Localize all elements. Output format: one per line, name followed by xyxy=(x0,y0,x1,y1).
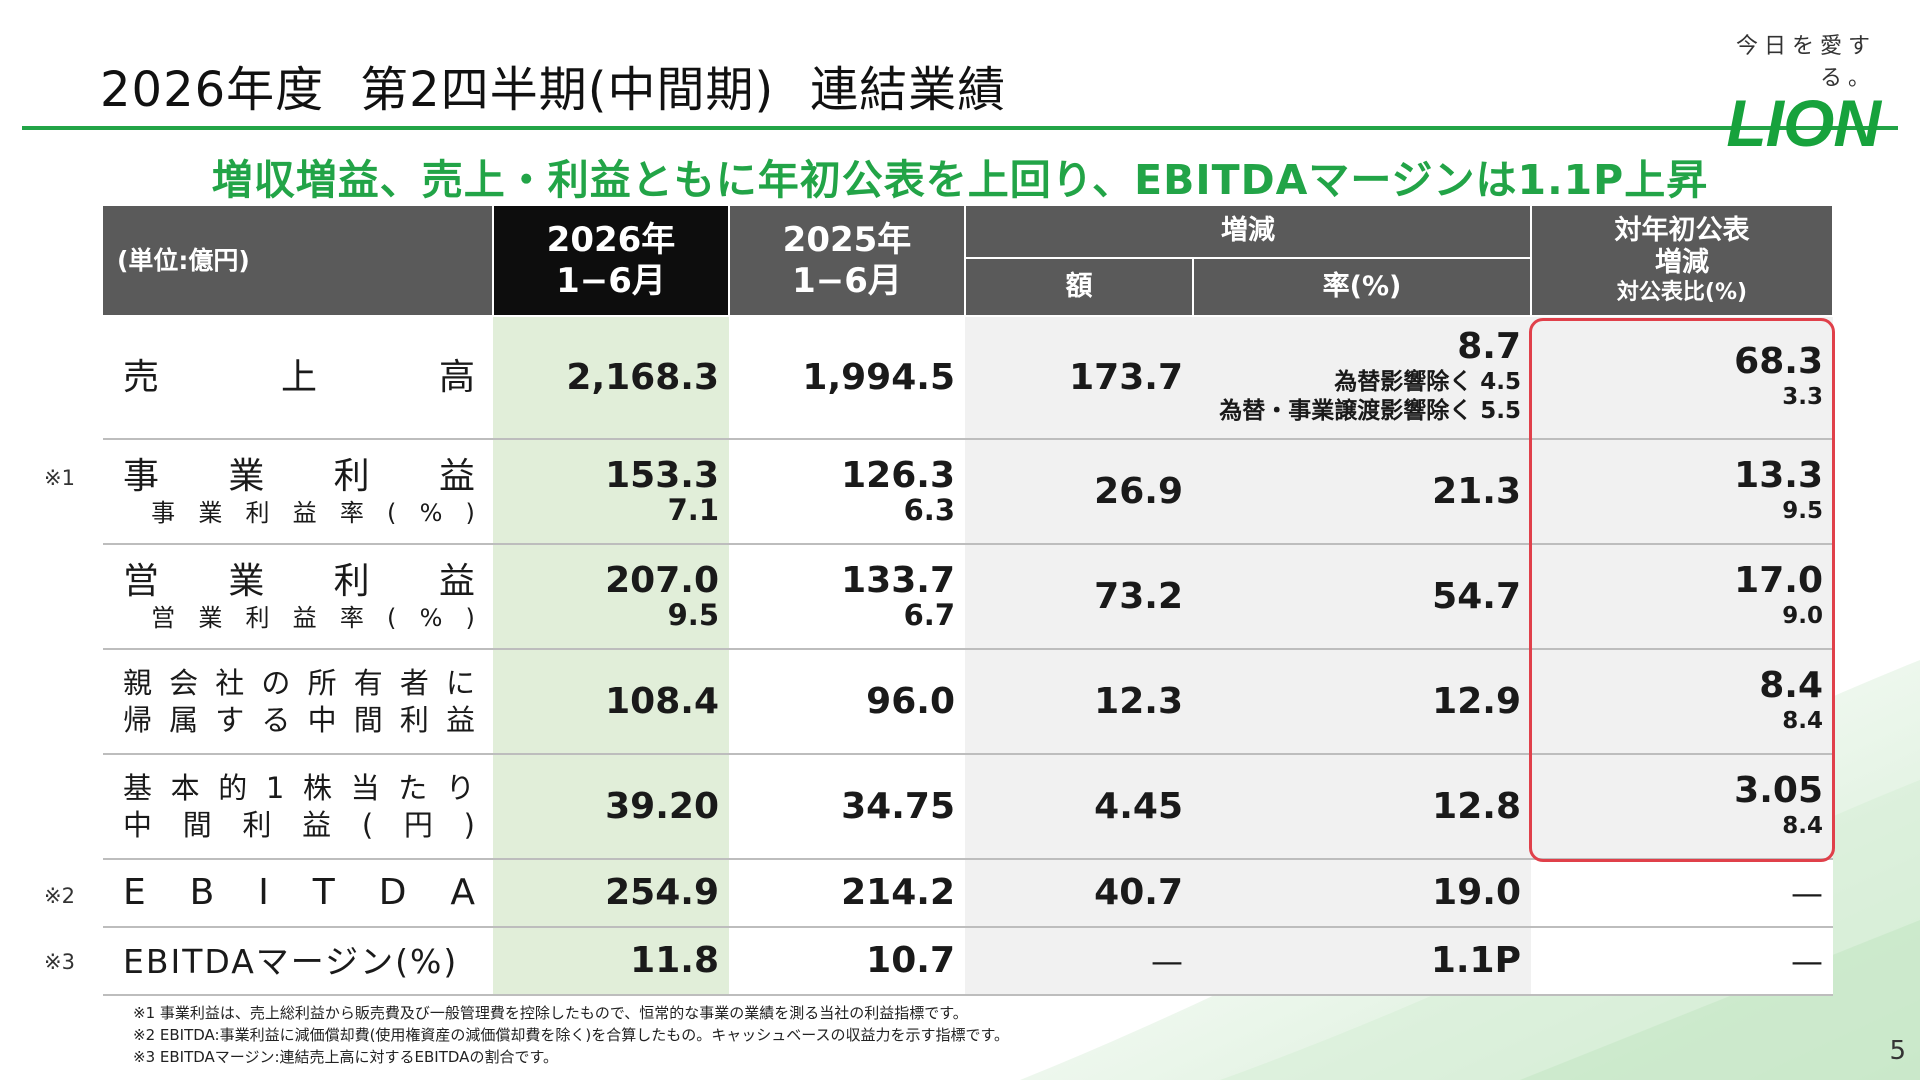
net-income-vs-plan: 8.4 8.4 xyxy=(1531,649,1833,755)
ebitda-vs-plan: — xyxy=(1531,859,1833,928)
footnote-marker-2: ※2 xyxy=(44,884,75,908)
sales-diff: 173.7 xyxy=(965,316,1193,440)
col-header-diff-rate: 率(%) xyxy=(1193,258,1532,317)
business-profit-2026: 153.3 7.1 xyxy=(493,439,729,545)
eps-diff: 4.45 xyxy=(965,754,1193,860)
table-row-sales: 売上高 2,168.3 1,994.5 173.7 8.7 為替影響除く 4.5… xyxy=(103,316,1833,440)
ebitda-margin-diff: — xyxy=(965,927,1193,996)
eps-2025: 34.75 xyxy=(729,754,965,860)
table-row-ebitda-margin: EBITDAマージン(%) 11.8 10.7 — 1.1P — xyxy=(103,927,1833,996)
sales-2026: 2,168.3 xyxy=(493,316,729,440)
unit-header: (単位:億円) xyxy=(103,206,494,317)
footnotes: ※1 事業利益は、売上総利益から販売費及び一般管理費を控除したもので、恒常的な事… xyxy=(133,1002,1009,1068)
footnote-1: ※1 事業利益は、売上総利益から販売費及び一般管理費を控除したもので、恒常的な事… xyxy=(133,1004,968,1022)
row-label-net-income: 親会社の所有者に 帰属する中間利益 xyxy=(103,649,493,755)
footnote-3: ※3 EBITDAマージン:連結売上高に対するEBITDAの割合です。 xyxy=(133,1048,558,1066)
row-label-business-profit: 事業利益 事業利益率(%) xyxy=(103,439,493,545)
logo-wordmark: LION xyxy=(1726,86,1881,160)
ebitda-margin-rate: 1.1P xyxy=(1193,927,1531,996)
ebitda-2026: 254.9 xyxy=(493,859,729,928)
page-title: 2026年度 第2四半期(中間期) 連結業績 xyxy=(100,50,1006,120)
ebitda-margin-2026: 11.8 xyxy=(493,927,729,996)
col-header-diff: 増減 xyxy=(965,206,1532,259)
operating-profit-rate: 54.7 xyxy=(1193,544,1531,650)
business-profit-diff: 26.9 xyxy=(965,439,1193,545)
operating-profit-2026: 207.0 9.5 xyxy=(493,544,729,650)
operating-profit-diff: 73.2 xyxy=(965,544,1193,650)
ebitda-margin-vs-plan: — xyxy=(1531,927,1833,996)
row-label-sales: 売上高 xyxy=(103,316,493,440)
eps-vs-plan: 3.05 8.4 xyxy=(1531,754,1833,860)
logo-tagline: 今日を愛する。 xyxy=(1735,34,1876,91)
business-profit-vs-plan: 13.3 9.5 xyxy=(1531,439,1833,545)
col-header-vs-plan: 対年初公表 増減 対公表比(%) xyxy=(1531,206,1834,317)
net-income-diff: 12.3 xyxy=(965,649,1193,755)
col-header-2025: 2025年 1−6月 xyxy=(729,206,966,317)
ebitda-margin-2025: 10.7 xyxy=(729,927,965,996)
table-row-business-profit: 事業利益 事業利益率(%) 153.3 7.1 126.3 6.3 26.9 2… xyxy=(103,439,1833,545)
title-period: 第2四半期(中間期) xyxy=(360,62,775,118)
row-label-operating-profit: 営業利益 営業利益率(%) xyxy=(103,544,493,650)
net-income-2025: 96.0 xyxy=(729,649,965,755)
operating-profit-vs-plan: 17.0 9.0 xyxy=(1531,544,1833,650)
net-income-2026: 108.4 xyxy=(493,649,729,755)
net-income-rate: 12.9 xyxy=(1193,649,1531,755)
footnote-2: ※2 EBITDA:事業利益に減価償却費(使用権資産の減価償却費を除く)を合算し… xyxy=(133,1026,1010,1044)
ebitda-rate: 19.0 xyxy=(1193,859,1531,928)
results-table: (単位:億円) 2026年 1−6月 2025年 1−6月 増減 対年初公表 増減 対… xyxy=(103,206,1834,996)
eps-2026: 39.20 xyxy=(493,754,729,860)
eps-rate: 12.8 xyxy=(1193,754,1531,860)
row-label-ebitda-margin: EBITDAマージン(%) xyxy=(103,927,493,996)
business-profit-rate: 21.3 xyxy=(1193,439,1531,545)
table-row-net-income: 親会社の所有者に 帰属する中間利益 108.4 96.0 12.3 12.9 8… xyxy=(103,649,1833,755)
header-rule xyxy=(22,126,1898,130)
sales-rate: 8.7 為替影響除く 4.5 為替・事業譲渡影響除く 5.5 xyxy=(1193,316,1531,440)
footnote-marker-3: ※3 xyxy=(44,950,75,974)
operating-profit-2025: 133.7 6.7 xyxy=(729,544,965,650)
title-fiscal-year: 2026年度 xyxy=(100,62,325,118)
page-number: 5 xyxy=(1889,1036,1906,1066)
table-row-operating-profit: 営業利益 営業利益率(%) 207.0 9.5 133.7 6.7 73.2 5… xyxy=(103,544,1833,650)
sales-vs-plan: 68.3 3.3 xyxy=(1531,316,1833,440)
company-logo: 今日を愛する。 LION xyxy=(1690,28,1881,160)
ebitda-2025: 214.2 xyxy=(729,859,965,928)
headline: 増収増益、売上・利益ともに年初公表を上回り、EBITDAマージンは1.1P上昇 xyxy=(211,156,1709,204)
col-header-diff-amount: 額 xyxy=(965,258,1194,317)
business-profit-2025: 126.3 6.3 xyxy=(729,439,965,545)
sales-2025: 1,994.5 xyxy=(729,316,965,440)
title-subject: 連結業績 xyxy=(810,62,1007,118)
ebitda-diff: 40.7 xyxy=(965,859,1193,928)
col-header-2026: 2026年 1−6月 xyxy=(493,206,730,317)
footnote-marker-1: ※1 xyxy=(44,466,75,490)
